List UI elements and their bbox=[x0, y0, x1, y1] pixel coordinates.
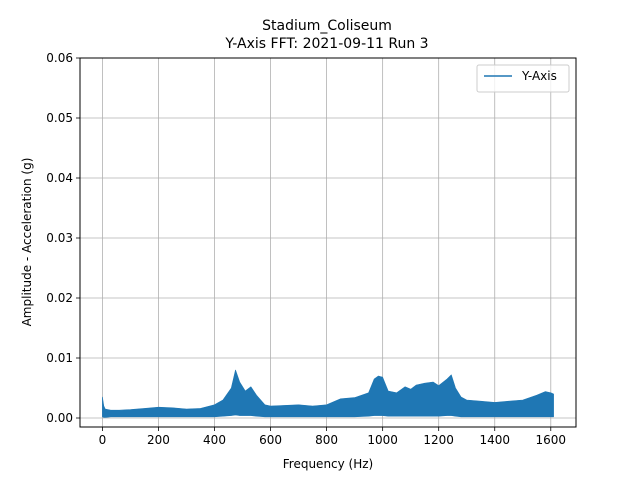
y-axis-ticks: 0.00 0.01 0.02 0.03 0.04 0.05 0.06 bbox=[46, 51, 80, 425]
x-tick-label: 600 bbox=[259, 433, 282, 447]
x-axis-ticks: 0 200 400 600 800 1000 1200 1400 1600 bbox=[99, 427, 566, 447]
x-tick-label: 1400 bbox=[479, 433, 510, 447]
y-axis-label: Amplitude - Acceleration (g) bbox=[20, 158, 34, 327]
y-tick-label: 0.01 bbox=[46, 351, 73, 365]
x-tick-label: 1200 bbox=[423, 433, 454, 447]
x-tick-label: 1000 bbox=[367, 433, 398, 447]
y-tick-label: 0.05 bbox=[46, 111, 73, 125]
legend-box bbox=[476, 64, 570, 93]
grid bbox=[80, 57, 576, 427]
legend: Y-Axis bbox=[476, 64, 570, 93]
y-tick-label: 0.03 bbox=[46, 231, 73, 245]
chart-title: Stadium_Coliseum bbox=[262, 18, 392, 34]
x-tick-label: 200 bbox=[147, 433, 170, 447]
x-tick-label: 1600 bbox=[536, 433, 567, 447]
plot-data bbox=[102, 369, 554, 418]
y-tick-label: 0.02 bbox=[46, 291, 73, 305]
y-tick-label: 0.00 bbox=[46, 411, 73, 425]
y-tick-label: 0.04 bbox=[46, 171, 73, 185]
x-axis-label: Frequency (Hz) bbox=[283, 457, 374, 471]
series-y-axis-envelope bbox=[102, 369, 554, 418]
x-tick-label: 0 bbox=[99, 433, 107, 447]
y-tick-label: 0.06 bbox=[46, 51, 73, 65]
chart-subtitle: Y-Axis FFT: 2021-09-11 Run 3 bbox=[224, 36, 428, 52]
x-tick-label: 400 bbox=[203, 433, 226, 447]
x-tick-label: 800 bbox=[315, 433, 338, 447]
plot-area-frame bbox=[79, 57, 577, 428]
legend-label-y-axis: Y-Axis bbox=[521, 69, 557, 83]
